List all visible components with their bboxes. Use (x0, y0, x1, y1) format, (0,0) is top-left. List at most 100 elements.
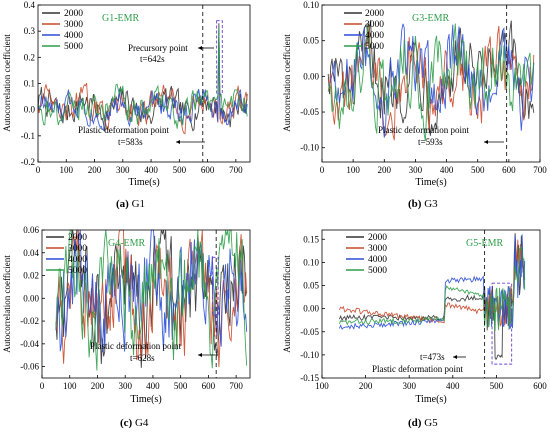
g5-annotation-plastic: Plastic deformation point (372, 364, 463, 374)
g3-ytick-label: 0.10 (303, 0, 319, 10)
g4-xtick-label: 500 (174, 381, 188, 391)
g4-ytick-label: -0.04 (20, 339, 39, 349)
g5-series-4000 (338, 234, 526, 330)
g4-annotation-plastic: Plastic deformation point (90, 341, 181, 351)
g3-xlabel: Time(s) (415, 177, 446, 188)
g1-annotation-precursory-time: t=642s (140, 54, 165, 64)
g1-legend-label-5000: 5000 (64, 42, 83, 52)
g1-ytick-label: 0.3 (24, 26, 36, 36)
g5-caption: (d) G5 (408, 417, 438, 429)
g1-ytick-label: -0.2 (21, 157, 35, 167)
g3-ytick-label: -0.05 (300, 107, 319, 117)
g3-legend-label-5000: 5000 (365, 42, 384, 52)
g4-ytick-label: 0.00 (23, 293, 39, 303)
g1-xtick-label: 700 (229, 165, 243, 175)
g3-ytick-label: 0.00 (303, 71, 319, 81)
g5-series-5000 (338, 246, 526, 332)
g4-caption: (c) G4 (120, 417, 149, 429)
g5-xtick-label: 100 (315, 381, 329, 391)
g1-inner-title: G1-EMR (102, 13, 140, 24)
g3-ytick-label: -0.10 (300, 143, 319, 153)
g5-ytick-label: 0.15 (303, 234, 319, 244)
g4-legend-label-5000: 5000 (68, 266, 87, 276)
g5-series-3000 (338, 239, 526, 327)
g4-legend-label-3000: 3000 (68, 244, 87, 254)
g1-legend-label-2000: 2000 (64, 9, 83, 19)
panel-g3: 0 100 200 300 400 500 600 700 -0.10 -0.05 0.00 0.05… (282, 0, 547, 210)
g5-plastic-arrowhead (453, 355, 457, 359)
g1-series-5000 (37, 27, 248, 129)
g4-xtick-label: 200 (91, 381, 105, 391)
g1-xtick-label: 300 (116, 165, 130, 175)
g3-plastic-arrowhead (484, 140, 488, 144)
panel-g1: 0 100 200 300 400 500 600 700 -0.2 -0.1 0.0 0.1 0.2 0… (2, 0, 251, 210)
g3-xtick-label: 400 (440, 165, 454, 175)
g1-axes-group: 0 100 200 300 400 500 600 700 -0.2 -0.1 0.0 0.1 0.2 0… (21, 0, 243, 175)
g3-caption: (b) G3 (408, 198, 438, 210)
g1-plot-frame (37, 4, 251, 163)
g1-xlabel: Time(s) (128, 177, 159, 188)
g5-legend: 2000 3000 4000 5000 (346, 233, 387, 276)
g1-ytick-label: 0.4 (24, 0, 36, 10)
g5-legend-label-3000: 3000 (368, 244, 387, 254)
g3-xtick-label: 0 (320, 165, 325, 175)
g1-ytick-label: -0.1 (21, 131, 35, 141)
g4-plot-frame (41, 229, 251, 379)
g5-xtick-label: 500 (490, 381, 504, 391)
g5-legend-label-5000: 5000 (368, 266, 387, 276)
g1-ytick-label: 0.0 (24, 105, 36, 115)
g1-xtick-label: 500 (173, 165, 187, 175)
g3-ytick-label: 0.05 (303, 36, 319, 46)
g5-ytick-label: 0.10 (303, 257, 319, 267)
g4-inner-title: G4-EMR (108, 238, 146, 249)
g3-plot-frame (321, 4, 541, 163)
g3-xtick-label: 500 (471, 165, 485, 175)
g4-xlabel: Time(s) (130, 394, 161, 405)
g5-series-group (338, 230, 526, 378)
g3-series-group (327, 5, 535, 162)
g4-xtick-label: 0 (40, 381, 45, 391)
g5-inner-title: G5-EMR (466, 238, 504, 249)
g5-xtick-label: 300 (402, 381, 416, 391)
g1-caption: (a) G1 (116, 198, 145, 210)
g1-ylabel: Autocorrelation coefficient (2, 34, 12, 132)
g1-series-2000 (37, 23, 248, 132)
g5-ytick-label: -0.05 (300, 327, 319, 337)
g4-ylabel: Autocorrelation coefficient (2, 255, 12, 353)
g3-xtick-label: 600 (502, 165, 516, 175)
g4-xtick-label: 300 (118, 381, 132, 391)
g4-series-5000 (55, 229, 248, 371)
g1-ytick-label: 0.2 (24, 52, 35, 62)
g3-axes-group: 0 100 200 300 400 500 600 700 -0.10 -0.05 0.00 0.05… (300, 0, 547, 175)
g4-legend-label-2000: 2000 (68, 233, 87, 243)
g4-legend: 2000 3000 4000 5000 (46, 233, 87, 276)
g5-xlabel: Time(s) (415, 394, 446, 405)
g1-plastic-arrowhead (176, 140, 180, 144)
panel-g4: 0 100 200 300 400 500 600 700 -0.06 -0.04 -0.02 0.0… (2, 225, 251, 429)
g4-ytick-label: 0.04 (23, 248, 39, 258)
g1-series-group (37, 5, 248, 162)
g5-plot-frame (321, 229, 541, 379)
g4-ytick-label: 0.06 (23, 225, 39, 235)
g3-xtick-label: 700 (533, 165, 547, 175)
g1-annotation-plastic: Plastic deformation point (78, 125, 169, 135)
g5-ytick-label: -0.10 (300, 350, 319, 360)
g1-highlight-box (216, 20, 223, 95)
g5-axes-group: 100 200 300 400 500 600 -0.15 -0.10 -0.05 0.00 0.0… (300, 234, 547, 391)
g4-xtick-label: 400 (146, 381, 160, 391)
g5-legend-label-2000: 2000 (368, 233, 387, 243)
g4-plastic-arrowhead (198, 353, 202, 357)
g1-xtick-label: 600 (201, 165, 215, 175)
g4-xtick-label: 700 (229, 381, 243, 391)
g5-ytick-label: 0.00 (303, 304, 319, 314)
panel-g5: 100 200 300 400 500 600 -0.15 -0.10 -0.05 0.00 0.0… (282, 229, 547, 429)
g5-xtick-label: 400 (446, 381, 460, 391)
g3-legend-label-3000: 3000 (365, 20, 384, 30)
g5-ylabel: Autocorrelation coefficient (282, 255, 292, 353)
g3-annotation-plastic-time: t=593s (418, 137, 443, 147)
g3-ylabel: Autocorrelation coefficient (282, 34, 292, 132)
g5-highlight-box (491, 282, 513, 365)
g4-highlight-box (212, 256, 219, 316)
g5-xtick-label: 200 (359, 381, 373, 391)
